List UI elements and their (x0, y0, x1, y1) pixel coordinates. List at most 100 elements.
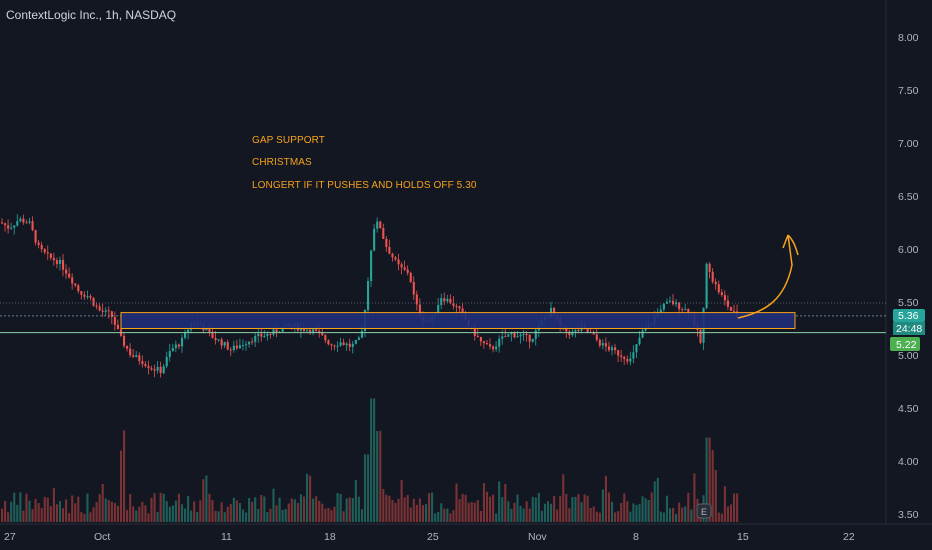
candle-body (397, 259, 400, 265)
volume-bar (251, 501, 254, 522)
candle-body (522, 334, 525, 336)
volume-bar (147, 513, 150, 522)
candle-body (729, 306, 733, 311)
volume-bar (62, 508, 65, 522)
candle-body (705, 263, 708, 309)
candle-body (577, 330, 580, 332)
volume-bar (16, 504, 19, 522)
volume-bar (43, 497, 46, 522)
candle-body (379, 221, 382, 229)
volume-bar (202, 479, 205, 522)
y-tick-label: 5.50 (898, 297, 919, 309)
candle-body (1, 222, 4, 224)
gap-support-zone[interactable] (120, 312, 796, 330)
volume-bar (144, 505, 147, 522)
candle-body (113, 317, 116, 325)
volume-bar (379, 431, 382, 522)
volume-bar (656, 477, 659, 522)
volume-bar (589, 508, 592, 522)
volume-bar (519, 505, 522, 522)
candle-body (31, 221, 34, 231)
volume-bar (681, 507, 684, 522)
volume-bar (397, 498, 400, 522)
volume-bar (485, 491, 489, 522)
candle-body (104, 310, 107, 312)
candle-body (446, 298, 449, 302)
candle-body (723, 294, 726, 301)
volume-bar (705, 437, 708, 522)
candle-body (412, 282, 415, 295)
candle-body (437, 304, 440, 314)
volume-bar (214, 510, 217, 522)
candle-body (595, 334, 598, 340)
candle-body (461, 308, 464, 313)
candle-body (162, 366, 165, 374)
volume-bar (626, 501, 629, 522)
volume-bar (736, 493, 739, 522)
candle-body (708, 263, 711, 272)
volume-bar (647, 499, 650, 522)
candle-body (357, 337, 360, 340)
volume-bar (675, 513, 678, 522)
candle-body (525, 334, 528, 336)
volume-bar (296, 502, 299, 522)
volume-bar (574, 496, 577, 522)
annotation-longer: LONGERT IF IT PUSHES AND HOLDS OFF 5.30 (252, 180, 477, 191)
volume-bar (644, 498, 647, 522)
candle-body (309, 329, 312, 333)
volume-bar (138, 506, 141, 522)
volume-bar (235, 500, 238, 522)
volume-bar (415, 504, 418, 522)
candle-body (504, 336, 507, 338)
volume-bar (708, 437, 711, 522)
candle-body (214, 338, 217, 341)
volume-bar (159, 492, 162, 522)
candle-body (455, 305, 458, 307)
volume-bar (174, 500, 177, 522)
candle-body (132, 355, 135, 357)
candle-body (248, 341, 251, 345)
candle-body (400, 264, 403, 268)
volume-bar (241, 509, 245, 522)
candle-body (147, 366, 150, 369)
volume-bar (19, 492, 22, 522)
candle-body (659, 309, 662, 313)
volume-bar (418, 498, 421, 522)
volume-bar (345, 498, 348, 522)
candle-body (25, 222, 28, 224)
volume-bar (208, 493, 211, 522)
earnings-marker[interactable]: E (696, 503, 712, 519)
candle-body (571, 331, 574, 336)
candle-body (275, 329, 278, 333)
candle-body (77, 285, 80, 292)
volume-bar (678, 502, 681, 522)
candle-body (208, 328, 211, 333)
candle-body (620, 355, 623, 357)
x-tick-label: 8 (633, 531, 639, 543)
candle-body (80, 291, 83, 295)
volume-bar (437, 511, 440, 522)
x-tick-label: Nov (528, 531, 547, 543)
chart-title: ContextLogic Inc., 1h, NASDAQ (6, 8, 177, 22)
y-tick-label: 6.50 (898, 191, 919, 203)
x-tick-label: 15 (737, 531, 749, 543)
projection-arrow[interactable] (737, 234, 799, 319)
volume-bar (653, 481, 656, 522)
volume-bar (458, 499, 461, 522)
x-tick-label: 25 (427, 531, 439, 543)
candle-body (440, 298, 443, 305)
candle-body (675, 302, 678, 305)
candle-body (153, 369, 156, 371)
candle-body (241, 345, 245, 347)
volume-bar (672, 507, 675, 522)
volume-bar (351, 498, 354, 522)
candlesticks (1, 214, 739, 378)
volume-bar (290, 498, 293, 522)
volume-bar (620, 503, 623, 522)
y-tick-label: 4.50 (898, 403, 919, 415)
volume-bar (406, 495, 409, 522)
volume-bar (177, 493, 180, 522)
volume-bar (388, 495, 391, 522)
volume-bar (516, 494, 519, 522)
